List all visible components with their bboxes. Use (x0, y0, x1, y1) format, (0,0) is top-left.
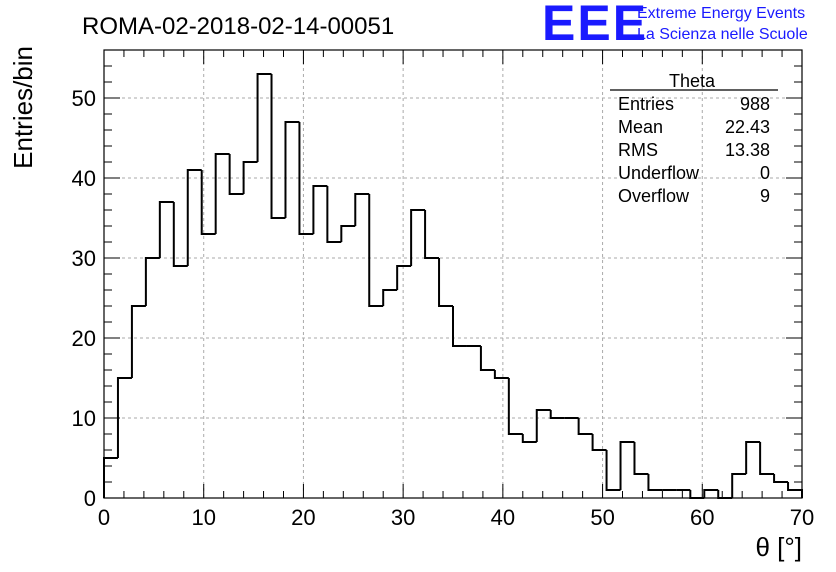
histogram-bin (368, 194, 384, 307)
logo-line-1: Extreme Energy Events (637, 5, 805, 22)
histogram-bin (256, 73, 272, 162)
plot-frame (103, 49, 803, 499)
stats-label: Overflow (618, 186, 690, 206)
histogram-bin (284, 121, 300, 218)
logo-line-2: La Scienza nelle Scuole (637, 26, 808, 43)
histogram-bin (382, 289, 398, 306)
y-tick-label: 30 (72, 246, 96, 271)
histogram-bin (103, 457, 118, 498)
stats-value: 22.43 (725, 117, 770, 137)
x-tick-label: 50 (590, 505, 614, 530)
stats-title: Theta (669, 71, 716, 91)
y-tick-label: 20 (72, 326, 96, 351)
histogram-bin (172, 202, 188, 267)
histogram-bin (130, 305, 146, 378)
histogram-bin (354, 193, 370, 226)
histogram-bin (605, 450, 621, 491)
histogram-bin (717, 490, 733, 499)
histogram-bin (116, 377, 132, 458)
stats-label: RMS (618, 140, 658, 160)
eee-logo: EEE (542, 0, 648, 51)
histogram-bin (396, 265, 412, 290)
histogram-bin (340, 225, 356, 242)
stats-box: Theta Entries 988 Mean 22.43 RMS 13.38 Underfl… (610, 71, 778, 206)
histogram-bin (424, 210, 440, 259)
y-tick-label: 0 (84, 486, 96, 511)
histogram-bin (438, 258, 453, 307)
histogram-bin (731, 473, 747, 498)
histogram-bin (507, 378, 523, 435)
y-tick-label: 50 (72, 86, 96, 111)
histogram-bin (452, 306, 467, 347)
stats-label: Underflow (618, 163, 700, 183)
histogram-bin (270, 74, 286, 219)
grid-layer (104, 50, 802, 498)
bars-layer (103, 73, 803, 499)
x-tick-label: 10 (191, 505, 215, 530)
histogram-bin (200, 170, 216, 235)
run-title: ROMA-02-2018-02-14-00051 (82, 13, 394, 40)
x-tick-label: 30 (391, 505, 415, 530)
histogram-bin (633, 442, 649, 475)
histogram-bin (312, 185, 328, 234)
ticks-layer: 0 10 20 30 40 50 60 70 0 10 20 30 40 50 (72, 50, 814, 530)
histogram-bin (647, 474, 663, 491)
stats-value: 9 (760, 186, 770, 206)
histogram-bin (326, 186, 342, 243)
stats-value: 0 (760, 163, 770, 183)
stats-value: 13.38 (725, 140, 770, 160)
y-tick-label: 40 (72, 166, 96, 191)
stats-label: Mean (618, 117, 663, 137)
histogram-bin (619, 441, 635, 490)
x-tick-label: 70 (790, 505, 814, 530)
histogram-bin (549, 410, 565, 419)
histogram-bin (577, 418, 593, 435)
histogram-bin (521, 434, 537, 443)
stats-label: Entries (618, 94, 674, 114)
x-tick-label: 0 (98, 505, 110, 530)
histogram-bin (745, 441, 761, 474)
histogram-bin (773, 474, 789, 483)
histogram-bin (493, 370, 509, 379)
histogram-bin (703, 489, 719, 498)
x-tick-label: 60 (690, 505, 714, 530)
histogram-bin (158, 201, 174, 258)
x-axis-title: θ [°] (755, 532, 802, 562)
x-tick-label: 40 (491, 505, 515, 530)
histogram-bin (410, 209, 426, 266)
x-tick-label: 20 (291, 505, 315, 530)
histogram-bin (298, 122, 314, 235)
histogram-bin (787, 482, 803, 498)
histogram-bin (214, 153, 230, 234)
histogram-bin (591, 434, 607, 451)
histogram-bin (144, 257, 160, 306)
histogram-bin (242, 161, 258, 194)
y-axis-title: Entries/bin (8, 46, 38, 169)
histogram-bin (228, 154, 244, 195)
stats-rows: Entries 988 Mean 22.43 RMS 13.38 Underflow 0 Ove… (618, 94, 770, 206)
stats-value: 988 (740, 94, 770, 114)
histogram-bin (535, 409, 551, 442)
histogram-bin (186, 169, 202, 266)
histogram-bin (759, 442, 775, 475)
y-tick-label: 10 (72, 406, 96, 431)
histogram-bin (479, 346, 495, 371)
